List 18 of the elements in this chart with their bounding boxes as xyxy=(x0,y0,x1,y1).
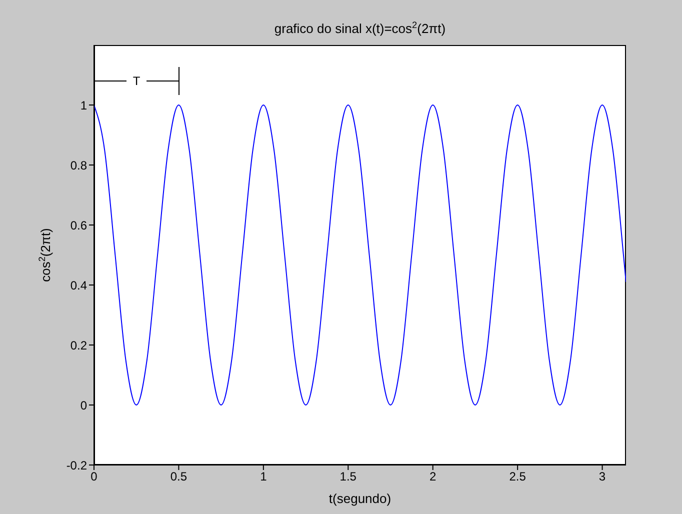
x-tick-label: 2 xyxy=(430,470,437,484)
x-tick-label: 0.5 xyxy=(170,470,188,484)
line-series xyxy=(94,104,626,406)
y-tick-label: 0.8 xyxy=(70,158,88,172)
y-tick-label: 1 xyxy=(80,98,88,112)
annotation: T xyxy=(132,74,141,88)
x-tick-label: 1.5 xyxy=(340,470,357,484)
y-tick-label: 0 xyxy=(80,398,88,412)
x-axis-title: t(segundo) xyxy=(328,491,392,506)
y-tick-label: 0.6 xyxy=(70,218,88,232)
x-tick-label: 3 xyxy=(598,470,606,484)
y-tick-label: 0.4 xyxy=(70,278,88,292)
y-tick-label: -0.2 xyxy=(66,458,88,472)
chart-title: grafico do sinal x(t)=cos$^{2}$(2πt) xyxy=(274,20,446,36)
x-tick-label: 2.5 xyxy=(509,470,526,484)
x-tick-label: 0 xyxy=(90,470,98,484)
y-tick-label: 0.2 xyxy=(70,338,88,352)
x-tick-label: 1 xyxy=(260,470,268,484)
